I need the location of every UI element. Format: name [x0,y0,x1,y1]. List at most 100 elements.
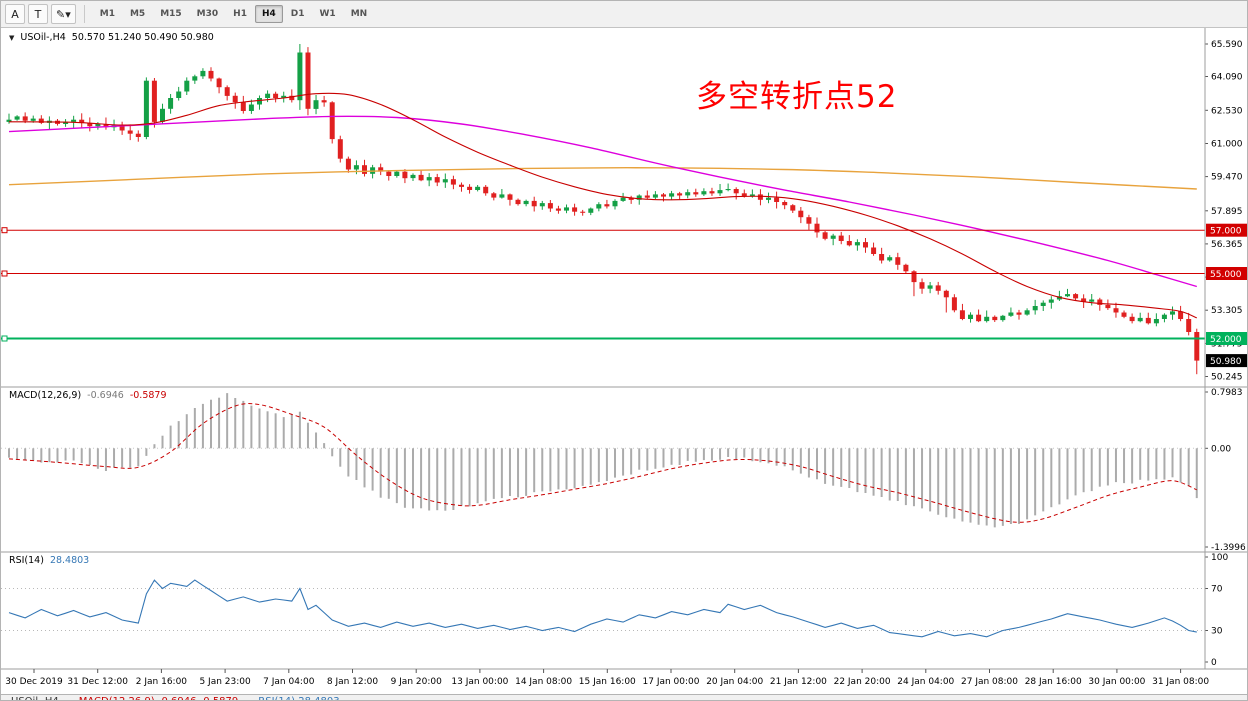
time-tick-label: 5 Jan 23:00 [199,677,251,687]
candle-body [1089,299,1095,302]
candle-body [160,108,165,122]
time-tick-label: 2 Jan 16:00 [136,677,188,687]
candle-body [935,285,941,291]
hline-handle[interactable] [1,270,8,277]
price-tick-label: 50.245 [1211,373,1243,383]
price-tick-label: 61.000 [1211,140,1243,150]
status-segment: RSI(14) 28.4803 [258,695,339,700]
time-tick-label: 30 Jan 00:00 [1088,677,1145,687]
candle-body [305,52,311,109]
candle-body [903,264,909,272]
macd-signal-line [8,403,1197,523]
price-tick-label: 65.590 [1211,40,1243,50]
candle-body [838,235,844,241]
time-tick-label: 9 Jan 20:00 [391,677,443,687]
cursor-tool-button[interactable]: A [5,4,25,24]
chart-background [1,28,1247,694]
toolbar: A T ✎▾ M1 M5 M15 M30 H1 H4 D1 W1 MN [1,1,1247,28]
hline-price-badge [1206,223,1247,237]
ma-red-line [8,92,1198,319]
timeframe-h1-button[interactable]: H1 [233,9,247,19]
time-tick-label: 31 Jan 08:00 [1152,677,1209,687]
timeframe-mn-button[interactable]: MN [350,9,368,19]
candle-body [289,95,295,101]
hline-price-badge-text: 55.000 [1210,270,1242,280]
candle-body [1081,298,1087,302]
candle-body [176,91,182,98]
rsi-axis-label: 70 [1211,585,1223,595]
candle-body [943,290,949,298]
hline-handle[interactable] [1,227,8,234]
candle-body [669,193,675,197]
candle-body [1065,294,1070,297]
candle-body [846,241,852,246]
candle-body [1161,314,1167,319]
candle-body [968,314,973,319]
candle-body [701,191,707,195]
ma-orange-line [8,167,1197,190]
toolbar-separator [83,5,85,23]
status-segment: USOil-,H4 [11,695,59,700]
candle-body [1105,304,1111,309]
candle-body [717,190,723,194]
candle-body [1145,317,1151,324]
time-tick-label: 20 Jan 04:00 [706,677,763,687]
timeframe-m30-button[interactable]: M30 [196,9,219,19]
candle-body [1073,294,1079,299]
candle-body [151,80,157,122]
candle-body [224,87,230,96]
chart-area[interactable]: 65.590 64.090 62.530 61.000 59.470 57.895 56.3… [1,28,1248,694]
candle-body [22,116,28,121]
candle-body [475,186,481,190]
candle-body [1137,317,1143,322]
candle-body [208,70,214,79]
candle-body [749,194,755,197]
candle-body [693,192,699,195]
candle-body [1097,299,1103,305]
timeframe-d1-button[interactable]: D1 [290,9,305,19]
candle-body [612,200,618,207]
candle-body [248,104,254,111]
timeframe-m1-button[interactable]: M1 [99,9,115,19]
candle-body [345,158,351,170]
timeframe-w1-button[interactable]: W1 [319,9,336,19]
timeframe-m5-button[interactable]: M5 [129,9,146,19]
candle-body [30,118,36,121]
candle-body [378,167,384,172]
price-tick-label: 59.470 [1211,173,1243,183]
candle-body [127,130,133,134]
candle-body [596,204,602,209]
status-segment: MACD(12,26,9) -0.6946 -0.5879 [79,695,239,700]
candle-body [63,121,69,124]
macd-axis-label: -1.3996 [1211,543,1246,553]
candle-body [394,171,400,176]
time-tick-label: 8 Jan 12:00 [327,677,379,687]
candle-body [782,202,788,206]
time-tick-label: 22 Jan 20:00 [834,677,891,687]
timeframe-m15-button[interactable]: M15 [160,9,182,19]
candle-body [822,232,828,239]
candle-body [798,210,804,218]
rsi-axis-label: 30 [1211,627,1223,637]
current-price-badge [1206,354,1247,368]
timeframe-h4-button[interactable]: H4 [254,5,283,23]
candle-body [1129,316,1135,322]
price-tick-label: 57.895 [1211,207,1243,217]
draw-tool-button[interactable]: ✎▾ [51,4,76,24]
candle-body [564,207,569,211]
candle-body [620,197,626,201]
candle-body [1032,306,1038,311]
candle-body [297,52,303,101]
candle-body [87,122,93,127]
candle-body [71,119,77,122]
candle-body [766,197,771,200]
candle-body [1194,332,1200,361]
candle-body [628,197,634,200]
time-tick-label: 27 Jan 08:00 [961,677,1018,687]
candle-body [38,118,44,123]
hline-handle[interactable] [1,335,8,342]
candle-body [588,208,594,213]
candle-body [539,203,545,207]
text-tool-button[interactable]: T [28,4,48,24]
chart-canvas[interactable]: 65.590 64.090 62.530 61.000 59.470 57.895 56.3… [1,28,1248,694]
